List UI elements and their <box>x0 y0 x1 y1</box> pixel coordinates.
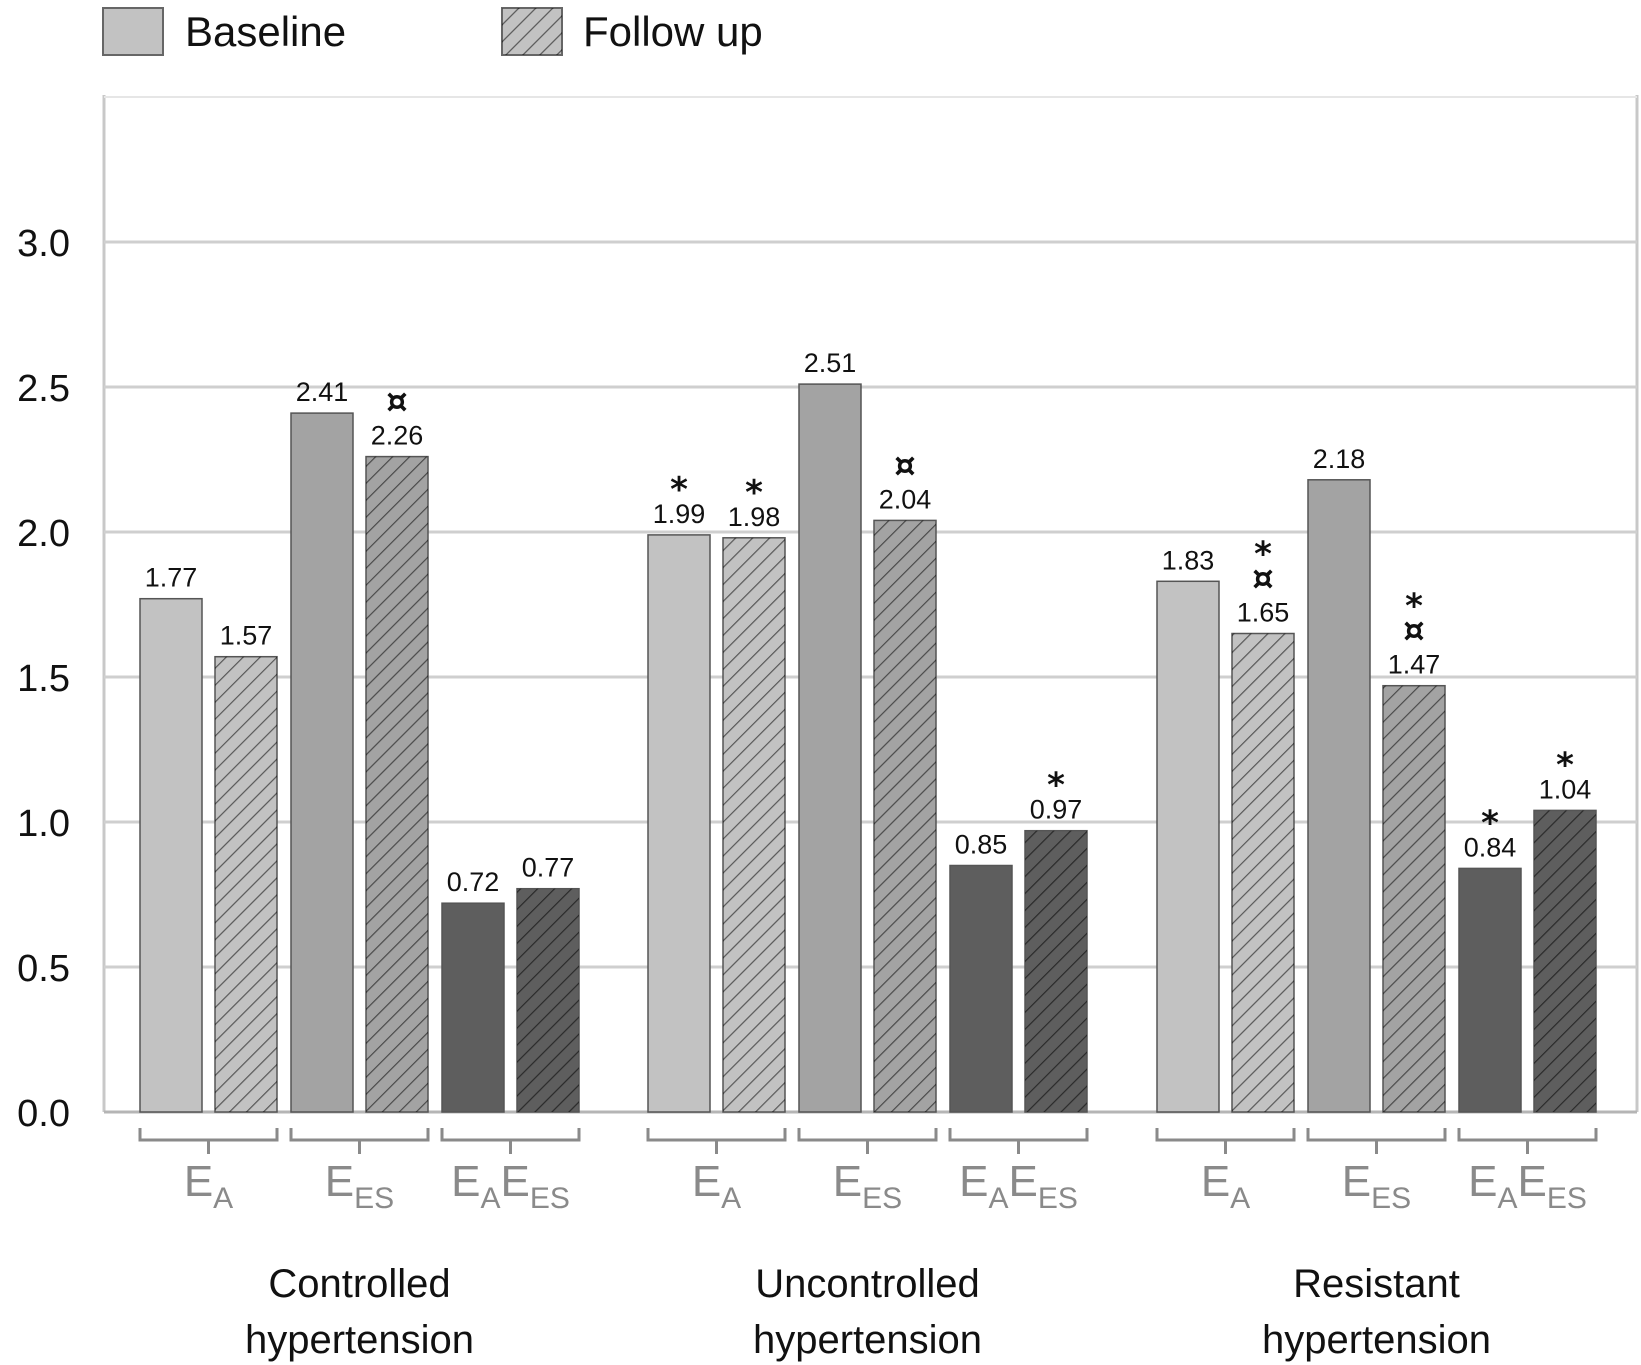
group-label: hypertension <box>245 1318 474 1362</box>
category-bracket <box>1155 1128 1296 1154</box>
significance-currency-mark: ¤ <box>386 382 408 422</box>
category-bracket <box>797 1128 938 1154</box>
group-label: Resistant <box>1293 1262 1460 1306</box>
y-tick-label: 2.5 <box>17 368 70 410</box>
x-tick-label: EES <box>833 1157 902 1215</box>
bar-hatch <box>366 456 428 1113</box>
category-bracket <box>1457 1128 1598 1154</box>
bar-hatch <box>517 888 579 1112</box>
legend-baseline-label: Baseline <box>185 8 346 55</box>
grid-lines <box>104 96 1637 969</box>
x-tick-label: EA <box>184 1157 233 1215</box>
x-tick-label: EAEES <box>451 1157 570 1215</box>
data-label: 1.83 <box>1162 545 1215 575</box>
data-label: 0.85 <box>955 830 1008 860</box>
y-tick-label: 1.0 <box>17 803 70 845</box>
significance-currency-mark: ¤ <box>1252 559 1274 599</box>
significance-asterisk: * <box>670 470 688 510</box>
data-label: 2.04 <box>879 484 932 514</box>
data-label: 1.77 <box>145 563 198 593</box>
bar-hatch <box>1383 685 1445 1112</box>
x-tick-label: EAEES <box>959 1157 1078 1215</box>
category-bracket <box>440 1128 581 1154</box>
category-bracket <box>138 1128 279 1154</box>
data-label: 1.47 <box>1388 650 1441 680</box>
bar-baseline <box>1307 479 1371 1113</box>
bar-baseline <box>441 902 505 1113</box>
group-label: hypertension <box>1262 1318 1491 1362</box>
category-bracket <box>646 1128 787 1154</box>
data-label: 1.98 <box>728 502 781 532</box>
significance-currency-mark: ¤ <box>1403 611 1425 651</box>
legend: Baseline Follow up <box>102 7 763 56</box>
bar-hatch <box>1534 810 1596 1112</box>
x-tick-label: EES <box>1342 1157 1411 1215</box>
data-label: 0.84 <box>1464 832 1517 862</box>
category-bracket <box>1306 1128 1447 1154</box>
bar-baseline <box>949 864 1013 1113</box>
bar-baseline <box>1156 580 1220 1113</box>
data-label: 0.97 <box>1030 795 1083 825</box>
data-label: 0.72 <box>447 867 500 897</box>
data-label: 2.26 <box>371 421 424 451</box>
significance-asterisk: * <box>1405 587 1423 627</box>
x-tick-label: EAEES <box>1468 1157 1587 1215</box>
bar-hatch <box>1232 633 1294 1112</box>
y-tick-label: 0.5 <box>17 948 70 990</box>
x-tick-label: EES <box>325 1157 394 1215</box>
x-tick-label: EA <box>692 1157 741 1215</box>
group-label: Controlled <box>268 1262 450 1306</box>
bar-baseline <box>647 534 711 1113</box>
data-label: 2.41 <box>296 377 349 407</box>
y-tick-label: 1.5 <box>17 658 70 700</box>
category-brackets: EA EES EAEES EA EES EAEES EA EES EAEES <box>138 1128 1598 1215</box>
value-labels: 1.771.572.412.26¤0.72 0.771.99*1.98*2.512… <box>145 348 1592 897</box>
data-label: 1.57 <box>220 621 273 651</box>
data-label: 1.99 <box>653 499 706 529</box>
bars <box>139 383 1597 1113</box>
data-label: 1.65 <box>1237 598 1290 628</box>
significance-asterisk: * <box>1254 535 1272 575</box>
x-tick-label: EA <box>1201 1157 1250 1215</box>
bar-baseline <box>798 383 862 1113</box>
bar-hatch <box>215 656 277 1112</box>
legend-baseline-swatch <box>102 7 164 56</box>
y-tick-label: 2.0 <box>17 513 70 555</box>
significance-asterisk: * <box>1047 766 1065 806</box>
data-label: 2.51 <box>804 348 857 378</box>
group-label: Uncontrolled <box>755 1262 980 1306</box>
group-labels: Controlled hypertension Uncontrolled hypert… <box>245 1262 1491 1362</box>
bar-hatch <box>1025 830 1087 1112</box>
legend-follow-up-label: Follow up <box>583 8 763 55</box>
y-tick-label: 0.0 <box>17 1093 70 1135</box>
group-label: hypertension <box>753 1318 982 1362</box>
significance-asterisk: * <box>1556 745 1574 785</box>
data-label: 0.77 <box>522 853 575 883</box>
data-label: 2.18 <box>1313 444 1366 474</box>
legend-follow-up-hatch <box>502 8 562 55</box>
y-tick-label: 3.0 <box>17 223 70 265</box>
significance-asterisk: * <box>1481 803 1499 843</box>
bar-hatch <box>723 537 785 1112</box>
significance-currency-mark: ¤ <box>894 445 916 485</box>
bar-baseline <box>290 412 354 1113</box>
category-bracket <box>948 1128 1089 1154</box>
bar-baseline <box>1458 867 1522 1113</box>
category-bracket <box>289 1128 430 1154</box>
data-label: 1.04 <box>1539 774 1592 804</box>
significance-asterisk: * <box>745 473 763 513</box>
bar-hatch <box>874 520 936 1112</box>
y-axis-tick-labels: 0.0 0.5 1.0 1.5 2.0 2.5 3.0 <box>17 223 70 1135</box>
bar-baseline <box>139 597 203 1113</box>
